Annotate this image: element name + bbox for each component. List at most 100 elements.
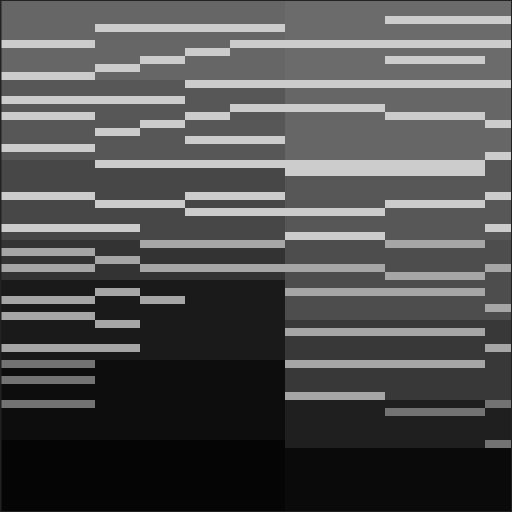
cell <box>285 384 335 392</box>
cell <box>140 80 185 88</box>
cell <box>385 96 435 104</box>
cell <box>335 88 385 96</box>
cell <box>185 8 230 16</box>
cell <box>140 192 185 200</box>
cell <box>485 40 512 48</box>
cell <box>10 448 50 456</box>
cell <box>185 240 230 248</box>
cell <box>10 168 50 176</box>
cell <box>435 104 485 112</box>
cell <box>335 96 385 104</box>
cell <box>185 360 230 368</box>
cell <box>335 192 385 200</box>
cell <box>285 272 335 280</box>
cell <box>435 344 485 352</box>
cell <box>385 64 435 72</box>
cell <box>185 472 230 480</box>
cell <box>50 24 95 32</box>
cell <box>285 144 335 152</box>
cell <box>185 216 230 224</box>
cell <box>435 264 485 272</box>
cell <box>385 248 435 256</box>
cell <box>385 496 435 504</box>
cell <box>285 408 335 416</box>
cell <box>185 296 230 304</box>
cell <box>185 304 230 312</box>
cell <box>140 432 185 440</box>
cell <box>10 472 50 480</box>
cell <box>10 224 50 232</box>
cell <box>140 104 185 112</box>
cell <box>435 80 485 88</box>
cell <box>485 496 512 504</box>
cell <box>285 288 335 296</box>
cell <box>140 352 185 360</box>
cell <box>185 80 230 88</box>
cell <box>10 64 50 72</box>
cell <box>140 424 185 432</box>
cell <box>435 312 485 320</box>
cell <box>285 376 335 384</box>
cell <box>385 168 435 176</box>
cell <box>50 200 95 208</box>
cell <box>230 304 285 312</box>
cell <box>485 0 512 8</box>
cell <box>385 296 435 304</box>
cell <box>335 176 385 184</box>
cell <box>10 280 50 288</box>
cell <box>435 192 485 200</box>
cell <box>385 432 435 440</box>
cell <box>335 448 385 456</box>
cell <box>140 224 185 232</box>
cell <box>285 120 335 128</box>
cell <box>95 248 140 256</box>
cell <box>95 424 140 432</box>
cell <box>185 496 230 504</box>
cell <box>335 440 385 448</box>
cell <box>185 64 230 72</box>
cell <box>95 136 140 144</box>
cell <box>95 64 140 72</box>
cell <box>335 376 385 384</box>
cell <box>485 192 512 200</box>
cell <box>230 256 285 264</box>
cell <box>385 328 435 336</box>
cell <box>485 32 512 40</box>
cell <box>335 280 385 288</box>
cell <box>185 504 230 512</box>
cell <box>185 72 230 80</box>
cell <box>140 8 185 16</box>
cell <box>435 432 485 440</box>
cell <box>335 184 385 192</box>
cell <box>10 496 50 504</box>
cell <box>230 168 285 176</box>
cell <box>95 200 140 208</box>
cell <box>485 464 512 472</box>
cell <box>95 288 140 296</box>
cell <box>435 24 485 32</box>
cell <box>335 224 385 232</box>
cell <box>10 152 50 160</box>
cell <box>95 472 140 480</box>
cell <box>335 168 385 176</box>
cell <box>230 264 285 272</box>
cell <box>10 208 50 216</box>
cell <box>435 272 485 280</box>
cell <box>285 352 335 360</box>
cell <box>335 216 385 224</box>
cell <box>385 464 435 472</box>
cell <box>185 168 230 176</box>
cell <box>385 280 435 288</box>
cell <box>50 40 95 48</box>
cell <box>385 160 435 168</box>
cell <box>140 256 185 264</box>
cell <box>10 48 50 56</box>
cell <box>140 400 185 408</box>
cell <box>230 280 285 288</box>
cell <box>435 0 485 8</box>
cell <box>435 88 485 96</box>
cell <box>95 440 140 448</box>
cell <box>335 104 385 112</box>
cell <box>95 296 140 304</box>
cell <box>435 464 485 472</box>
